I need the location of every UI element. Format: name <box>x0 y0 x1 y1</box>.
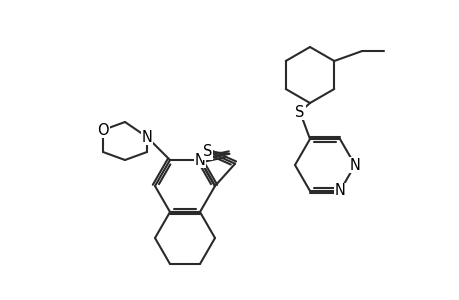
Text: N: N <box>141 130 152 145</box>
Text: S: S <box>295 104 304 119</box>
Text: S: S <box>202 144 212 159</box>
Text: O: O <box>97 122 109 137</box>
Text: N: N <box>334 184 345 199</box>
Text: N: N <box>349 158 360 172</box>
Text: N: N <box>194 152 205 167</box>
